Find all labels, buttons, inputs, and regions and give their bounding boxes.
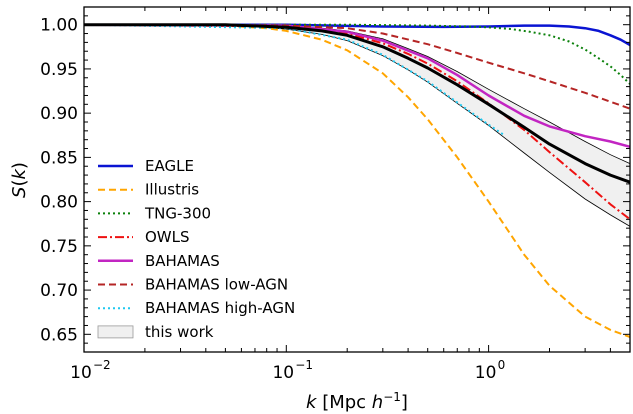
y-tick-label: 0.95: [40, 60, 78, 80]
plot-frame: [83, 6, 631, 353]
y-tick-label: 0.90: [40, 104, 78, 124]
y-tick-label: 0.85: [40, 148, 78, 168]
legend-label-illustris: Illustris: [145, 181, 199, 199]
series-line-illustris: [83, 23, 631, 338]
legend: EAGLE Illustris TNG-300 OWLS BAHAMAS BAHAMAS …: [97, 157, 295, 341]
x-tick-label: 10: [272, 363, 294, 383]
series-line-this-work-mean: [84, 23, 631, 184]
legend-label-eagle: EAGLE: [145, 157, 194, 175]
legend-label-tng-300: TNG-300: [144, 204, 211, 222]
series-line-bahamas-low-agn: [83, 23, 631, 110]
y-tick-label: 0.65: [40, 325, 78, 345]
series-line-bahamas: [83, 23, 631, 149]
x-tick-label-exponent: −1: [295, 358, 313, 372]
legend-swatch-this-work: [97, 325, 134, 339]
x-tick-label-exponent: 0: [498, 358, 506, 372]
x-axis-label: k [Mpc h−1]: [306, 390, 408, 413]
x-tick-label: 10: [70, 363, 92, 383]
x-tick-label-exponent: −2: [93, 358, 111, 372]
series-line-tng-300: [84, 23, 631, 85]
y-tick-label: 0.75: [40, 237, 78, 257]
legend-label-owls: OWLS: [145, 228, 190, 246]
legend-label-bahamas-high-agn: BAHAMAS high-AGN: [145, 299, 295, 317]
y-tick-label: 0.80: [40, 193, 78, 213]
legend-label-bahamas-low-agn: BAHAMAS low-AGN: [145, 276, 288, 294]
y-tick-label: 0.70: [40, 281, 78, 301]
series-line-owls: [83, 23, 631, 221]
x-tick-label: 10: [475, 363, 497, 383]
series-line-eagle: [84, 23, 631, 47]
y-axis-label: S(k): [9, 162, 30, 198]
legend-label-bahamas: BAHAMAS: [145, 252, 220, 270]
y-tick-label: 1.00: [40, 16, 78, 36]
legend-label-this-work: this work: [145, 323, 214, 341]
